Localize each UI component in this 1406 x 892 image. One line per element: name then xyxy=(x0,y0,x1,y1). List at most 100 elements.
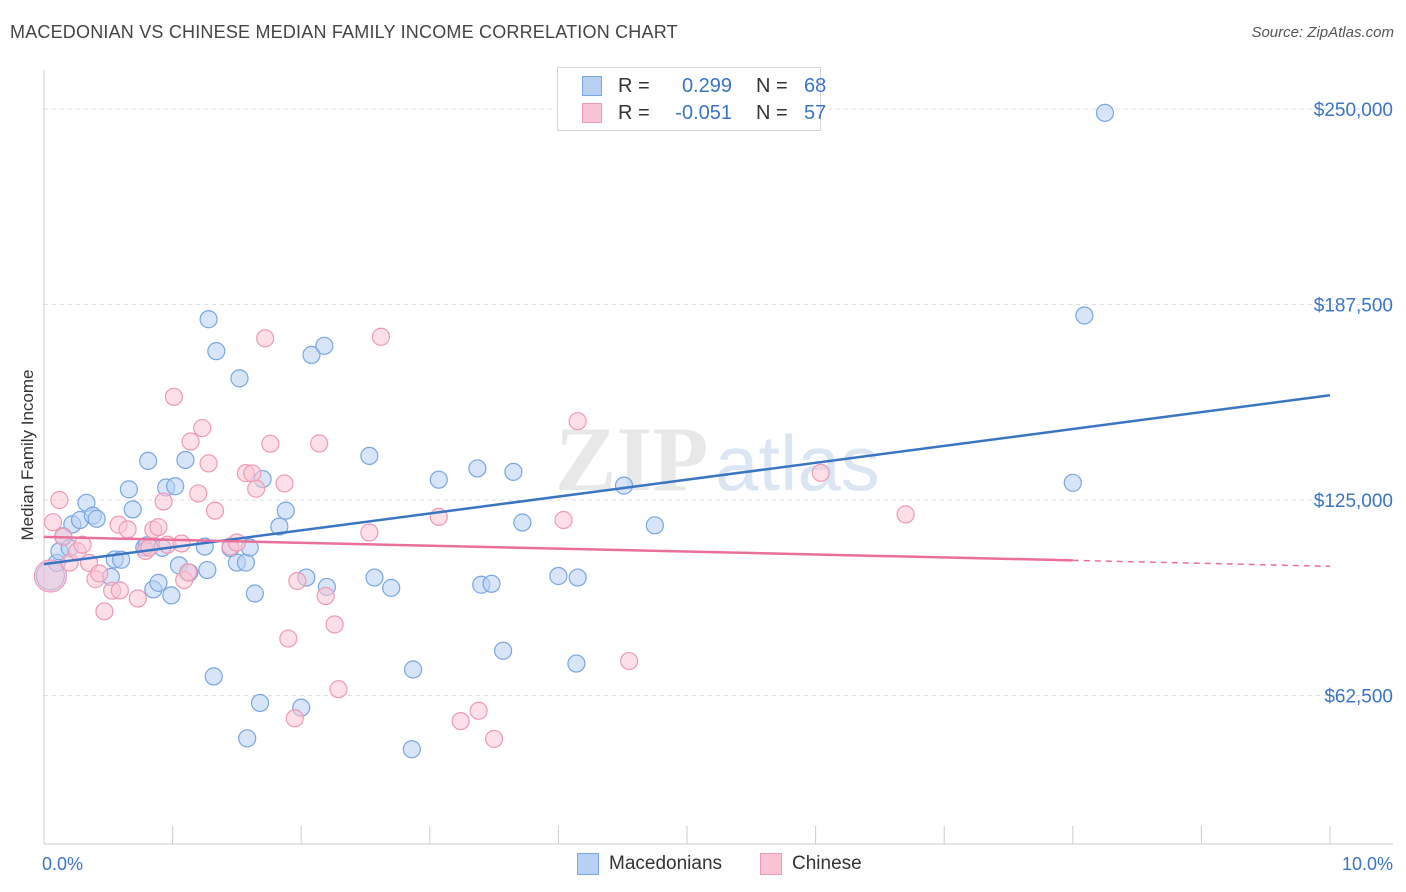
chinese-point xyxy=(247,479,266,498)
chinese-point xyxy=(43,513,63,532)
macedonians-point xyxy=(123,500,142,519)
macedonians-point xyxy=(382,578,401,597)
chinese-point xyxy=(128,589,147,608)
macedonians-point xyxy=(238,729,257,748)
legend-r-value: -0.051 xyxy=(675,101,732,124)
y-axis-label: Median Family Income xyxy=(18,369,37,540)
chinese-point xyxy=(554,510,573,530)
chinese-point xyxy=(325,615,344,634)
chinese-point xyxy=(33,559,68,593)
chinese-point xyxy=(118,520,137,539)
macedonians-point xyxy=(482,574,501,593)
macedonians-point xyxy=(513,513,532,532)
chinese-point xyxy=(256,329,275,348)
legend-n-label: N = xyxy=(756,101,788,124)
chinese-points xyxy=(33,327,915,749)
macedonians-point xyxy=(245,584,265,603)
legend-swatch-macedonians xyxy=(582,76,602,96)
macedonians-point xyxy=(549,566,568,586)
macedonians-point xyxy=(1075,306,1094,325)
macedonians-point xyxy=(204,667,223,686)
y-tick-labels: $62,500 $125,000 $187,500 $250,000 xyxy=(1314,100,1393,707)
macedonians-point xyxy=(162,586,181,605)
macedonians-point xyxy=(468,459,487,478)
y-tick-label: $62,500 xyxy=(1324,686,1393,707)
bottom-legend-swatch-chinese xyxy=(760,853,782,875)
legend-n-label: N = xyxy=(756,74,788,97)
macedonians-point xyxy=(149,573,168,592)
gridlines xyxy=(44,108,1393,696)
y-tick-label: $125,000 xyxy=(1314,491,1393,512)
chart-title: MACEDONIAN VS CHINESE MEDIAN FAMILY INCO… xyxy=(10,22,678,42)
macedonians-point xyxy=(402,740,421,759)
watermark-atlas: atlas xyxy=(715,419,880,507)
trend-lines xyxy=(43,393,1331,568)
macedonians-point xyxy=(403,660,423,679)
chinese-trend-extension xyxy=(1072,559,1331,568)
source-label: Source: ZipAtlas.com xyxy=(1251,24,1394,41)
chinese-point xyxy=(90,564,109,583)
macedonians-point xyxy=(567,654,586,673)
chinese-point xyxy=(154,492,173,511)
macedonians-point xyxy=(276,501,295,520)
macedonians-point xyxy=(429,470,448,489)
legend-row-macedonians: R = 0.299 N = 68 xyxy=(582,74,826,98)
chinese-point xyxy=(288,571,307,591)
macedonians-point xyxy=(302,345,321,364)
legend-n-value: 68 xyxy=(804,74,827,97)
macedonians-point xyxy=(1095,103,1115,122)
macedonians-point xyxy=(645,516,664,535)
macedonians-point xyxy=(87,509,106,528)
macedonians-point xyxy=(119,480,138,499)
bottom-legend-chinese: Chinese xyxy=(760,852,862,876)
legend-r-value: 0.299 xyxy=(681,74,732,97)
chinese-point xyxy=(164,387,183,406)
chinese-point xyxy=(811,463,830,482)
macedonians-point xyxy=(1063,473,1082,492)
bottom-legend-swatch-macedonians xyxy=(577,853,599,875)
macedonians-point xyxy=(250,693,270,713)
macedonians-point xyxy=(166,477,185,496)
chinese-point xyxy=(243,464,262,483)
macedonians-point xyxy=(207,342,226,361)
x-tick-label-max: 10.0% xyxy=(1342,854,1393,874)
chinese-point xyxy=(261,434,280,453)
chinese-point xyxy=(316,586,335,606)
legend-r-label: R = xyxy=(618,74,650,97)
bottom-legend-label-macedonians: Macedonians xyxy=(609,853,723,874)
chinese-point xyxy=(205,501,225,520)
macedonians-point xyxy=(494,641,513,660)
macedonians-trend-line xyxy=(43,393,1331,566)
chinese-point xyxy=(189,484,208,503)
legend-swatch-chinese xyxy=(582,103,602,123)
x-tick-label-min: 0.0% xyxy=(42,854,83,874)
chinese-point xyxy=(172,534,191,553)
chinese-point xyxy=(451,711,470,731)
chinese-trend-line xyxy=(43,535,1073,562)
macedonians-point xyxy=(270,517,289,536)
chinese-point xyxy=(275,474,294,493)
x-tick-labels: 0.0% 10.0% xyxy=(42,854,1393,874)
legend-r-label: R = xyxy=(618,101,650,124)
chinese-point xyxy=(95,602,114,621)
chinese-point xyxy=(140,538,159,557)
chinese-point xyxy=(371,327,391,346)
chinese-point xyxy=(73,535,92,554)
bottom-legend-label-chinese: Chinese xyxy=(792,853,862,874)
macedonians-point xyxy=(198,560,217,580)
legend-row-chinese: R = -0.051 N = 57 xyxy=(582,101,826,125)
macedonians-point xyxy=(360,446,379,466)
chinese-point xyxy=(199,454,218,473)
macedonians-point xyxy=(614,476,634,495)
macedonians-point xyxy=(504,462,523,481)
chinese-point xyxy=(310,434,329,453)
chinese-point xyxy=(193,418,212,438)
chinese-point xyxy=(279,629,298,648)
chinese-point xyxy=(181,432,200,451)
macedonians-point xyxy=(230,369,249,388)
macedonians-point xyxy=(139,451,158,471)
macedonians-point xyxy=(236,553,256,572)
y-tick-label: $187,500 xyxy=(1314,296,1393,317)
macedonians-point xyxy=(176,450,195,470)
